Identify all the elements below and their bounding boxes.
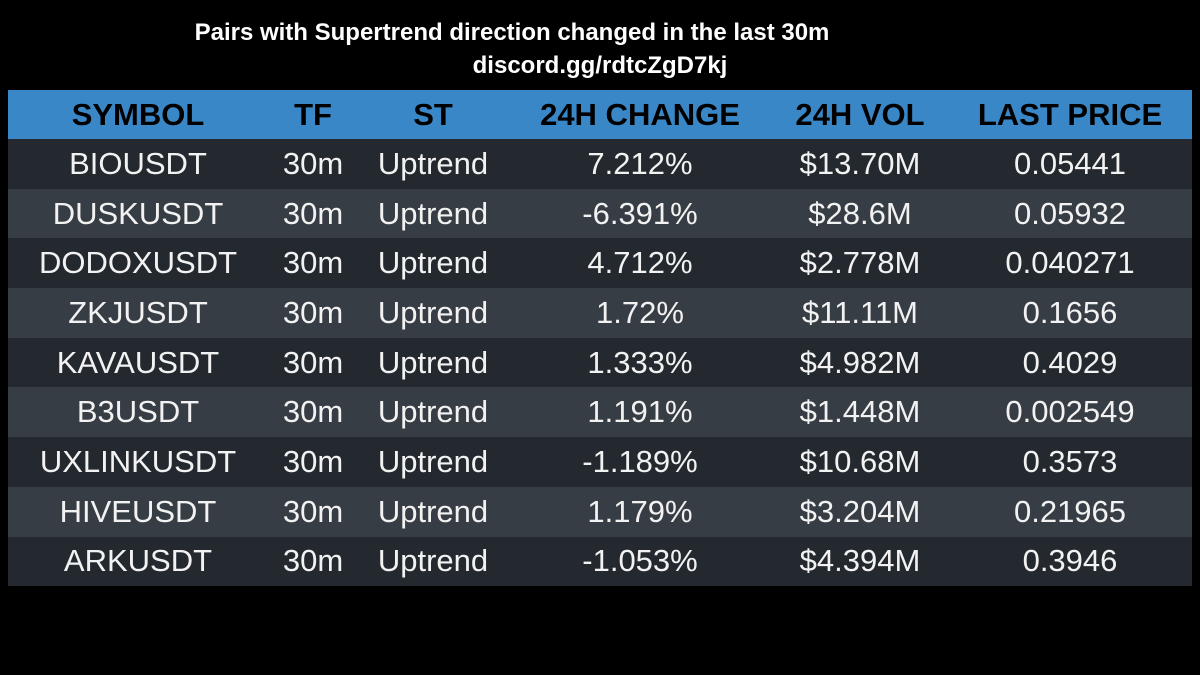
table-cell: B3USDT — [76, 394, 200, 430]
table-cell: 0.3946 — [1022, 543, 1118, 579]
table-cell: KAVAUSDT — [56, 344, 220, 380]
table-row: BIOUSDT 30m Uptrend 7.212% $13.70M 0.05441 — [8, 139, 1192, 189]
table-cell: $4.394M — [799, 543, 921, 579]
table-cell: DODOXUSDT — [38, 245, 238, 281]
table-row: KAVAUSDT 30m Uptrend 1.333% $4.982M 0.4029 — [8, 337, 1192, 388]
column-header: TF — [294, 96, 332, 132]
table-cell: 1.333% — [587, 344, 693, 380]
table-cell: UXLINKUSDT — [39, 443, 237, 479]
table-cell: ARKUSDT — [63, 543, 213, 579]
table-cell: $28.6M — [808, 195, 912, 231]
table-cell: Uptrend — [377, 245, 489, 281]
table-row: ZKJUSDT 30m Uptrend 1.72% $11.11M 0.1656 — [8, 288, 1192, 338]
table-cell: 1.179% — [587, 493, 693, 529]
table-cell: $11.11M — [801, 294, 919, 330]
table-cell: $4.982M — [799, 344, 921, 380]
title: Pairs with Supertrend direction changed … — [194, 19, 830, 46]
table-row: B3USDT 30m Uptrend 1.191% $1.448M 0.002549 — [8, 387, 1192, 438]
table-row: DODOXUSDT 30m Uptrend 4.712% $2.778M 0.040271 — [8, 238, 1192, 289]
table-cell: 30m — [282, 294, 344, 330]
table-cell: $3.204M — [799, 493, 921, 529]
table-cell: Uptrend — [377, 195, 489, 231]
table-cell: HIVEUSDT — [59, 493, 217, 529]
column-header: SYMBOL — [71, 96, 205, 132]
table-cell: Uptrend — [377, 294, 489, 330]
table-cell: 30m — [282, 493, 344, 529]
table-cell: Uptrend — [377, 344, 489, 380]
table: SYMBOL TF ST 24H CHANGE 24H VOL LAST PRICE BIO… — [8, 90, 1192, 587]
table-cell: 0.040271 — [1005, 245, 1135, 281]
column-header: ST — [413, 96, 453, 132]
table-cell: $10.68M — [799, 443, 921, 479]
table-cell: 30m — [282, 344, 344, 380]
table-row: DUSKUSDT 30m Uptrend -6.391% $28.6M 0.05932 — [8, 188, 1192, 239]
table-cell: -1.053% — [582, 543, 698, 579]
table-row: ARKUSDT 30m Uptrend -1.053% $4.394M 0.3946 — [8, 536, 1192, 587]
table-cell: $2.778M — [799, 245, 921, 281]
table-cell: 0.002549 — [1005, 394, 1135, 430]
table-cell: -6.391% — [582, 195, 698, 231]
table-cell: Uptrend — [377, 493, 489, 529]
subtitle: discord.gg/rdtcZgD7kj — [472, 52, 728, 79]
table-cell: 30m — [282, 443, 344, 479]
table-cell: 30m — [282, 145, 344, 181]
table-cell: 1.191% — [587, 394, 693, 430]
table-cell: BIOUSDT — [69, 145, 207, 181]
table-row: HIVEUSDT 30m Uptrend 1.179% $3.204M 0.21965 — [8, 486, 1192, 537]
table-cell: Uptrend — [377, 443, 489, 479]
table-cell: 0.3573 — [1022, 443, 1118, 479]
table-cell: 0.05441 — [1013, 145, 1127, 181]
table-cell: 30m — [282, 394, 344, 430]
table-cell: 30m — [282, 245, 344, 281]
column-header: 24H CHANGE — [540, 96, 740, 132]
table-cell: Uptrend — [377, 543, 489, 579]
column-header: LAST PRICE — [977, 96, 1163, 132]
table-cell: 30m — [282, 195, 344, 231]
table-row: UXLINKUSDT 30m Uptrend -1.189% $10.68M 0.3573 — [8, 437, 1192, 487]
table-cell: 1.72% — [596, 294, 684, 330]
table-cell: 7.212% — [587, 145, 693, 181]
table-cell: 4.712% — [587, 245, 693, 281]
header-row: SYMBOL TF ST 24H CHANGE 24H VOL LAST PRICE — [8, 90, 1192, 139]
table-cell: 0.1656 — [1022, 294, 1118, 330]
table-cell: 0.21965 — [1013, 493, 1127, 529]
table-cell: $1.448M — [799, 394, 921, 430]
table-cell: 30m — [282, 543, 344, 579]
column-header: 24H VOL — [795, 96, 925, 132]
table-cell: 0.05932 — [1013, 195, 1127, 231]
table-cell: Uptrend — [377, 394, 489, 430]
table-cell: -1.189% — [582, 443, 698, 479]
table-cell: $13.70M — [799, 145, 921, 181]
table-cell: 0.4029 — [1022, 344, 1118, 380]
table-cell: Uptrend — [377, 145, 489, 181]
table-cell: DUSKUSDT — [52, 195, 224, 231]
table-cell: ZKJUSDT — [68, 294, 208, 330]
